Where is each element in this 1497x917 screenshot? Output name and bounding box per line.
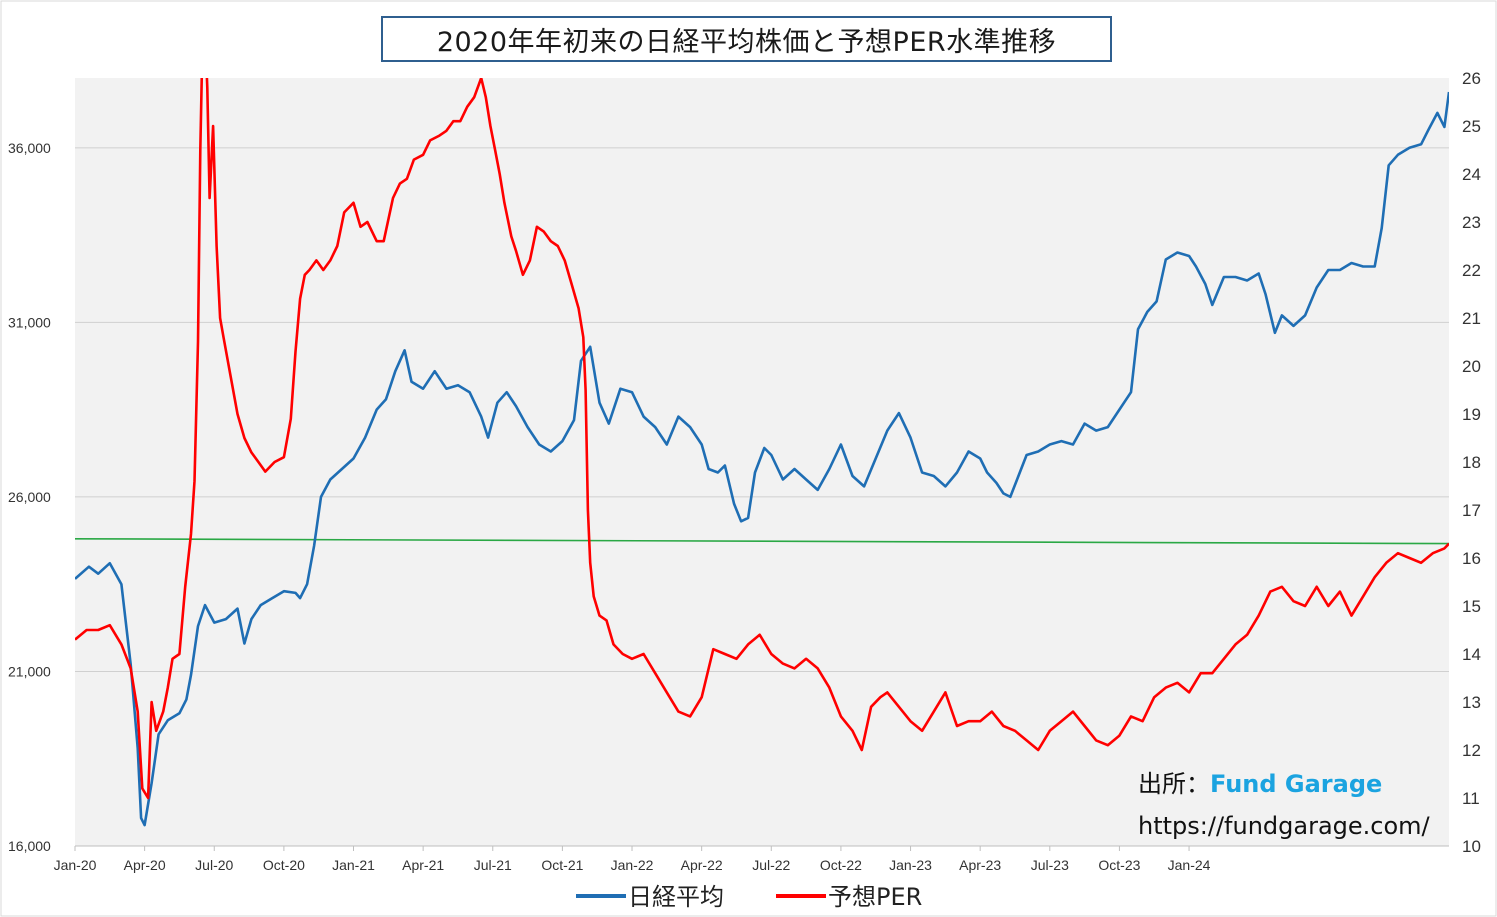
plot-area [75, 78, 1449, 846]
x-tick-label: Jul-23 [1031, 857, 1069, 873]
right-tick-label: 19 [1462, 405, 1481, 424]
x-tick-label: Oct-22 [820, 857, 862, 873]
source-brand: Fund Garage [1210, 770, 1382, 798]
right-tick-label: 23 [1462, 213, 1481, 232]
x-tick-label: Jan-24 [1168, 857, 1211, 873]
x-tick-label: Jul-22 [752, 857, 790, 873]
right-tick-label: 17 [1462, 501, 1481, 520]
x-tick-label: Oct-23 [1098, 857, 1140, 873]
x-tick-label: Jul-20 [195, 857, 233, 873]
left-axis-ticks: 16,000 21,000 26,000 31,000 36,000 [8, 140, 51, 854]
x-tick-label: Oct-21 [541, 857, 583, 873]
x-tick-label: Apr-21 [402, 857, 444, 873]
left-tick-label: 26,000 [8, 489, 51, 505]
x-tick-label: Jan-22 [611, 857, 654, 873]
left-tick-label: 21,000 [8, 663, 51, 679]
source-prefix: 出所： [1138, 770, 1210, 798]
right-tick-label: 26 [1462, 69, 1481, 88]
x-tick-label: Oct-20 [263, 857, 305, 873]
x-tick-label: Jan-23 [889, 857, 932, 873]
x-tick-label: Apr-23 [959, 857, 1001, 873]
right-tick-label: 21 [1462, 309, 1481, 328]
right-tick-label: 22 [1462, 261, 1481, 280]
right-tick-label: 15 [1462, 597, 1481, 616]
source-note: 出所： Fund Garage https://fundgarage.com/ [1138, 770, 1431, 840]
x-tick-label: Apr-22 [681, 857, 723, 873]
series-layer [75, 78, 1449, 827]
left-tick-label: 36,000 [8, 140, 51, 156]
right-axis-ticks: 10 11 12 13 14 15 16 17 18 19 20 21 22 23 24 25 26 [1462, 69, 1481, 856]
legend: 日経平均 予想PER [576, 883, 922, 911]
x-tick-label: Jul-21 [474, 857, 512, 873]
right-tick-label: 18 [1462, 453, 1481, 472]
right-tick-label: 25 [1462, 117, 1481, 136]
legend-label-nikkei: 日経平均 [628, 883, 724, 911]
series-nikkei-line [75, 91, 1449, 827]
x-tick-label: Jan-20 [54, 857, 97, 873]
source-url: https://fundgarage.com/ [1138, 812, 1431, 840]
right-tick-label: 11 [1462, 789, 1480, 808]
right-tick-label: 24 [1462, 165, 1481, 184]
left-tick-label: 31,000 [8, 314, 51, 330]
right-tick-label: 16 [1462, 549, 1481, 568]
x-tick-label: Apr-20 [124, 857, 166, 873]
chart-title: 2020年年初来の日経平均株価と予想PER水準推移 [381, 16, 1112, 62]
legend-label-per: 予想PER [828, 883, 922, 911]
chart-title-text: 2020年年初来の日経平均株価と予想PER水準推移 [436, 26, 1057, 58]
x-tick-label: Jan-21 [332, 857, 375, 873]
series-per-line [75, 78, 1449, 800]
left-tick-label: 16,000 [8, 838, 51, 854]
right-tick-label: 10 [1462, 837, 1481, 856]
gridlines [75, 147, 1449, 672]
right-tick-label: 12 [1462, 741, 1481, 760]
x-axis-ticks: Jan-20 Apr-20 Jul-20 Oct-20 Jan-21 Apr-21 Jul-… [54, 845, 1449, 873]
right-tick-label: 13 [1462, 693, 1481, 712]
right-tick-label: 20 [1462, 357, 1481, 376]
right-tick-label: 14 [1462, 645, 1481, 664]
series-reference-line [75, 538, 1449, 545]
